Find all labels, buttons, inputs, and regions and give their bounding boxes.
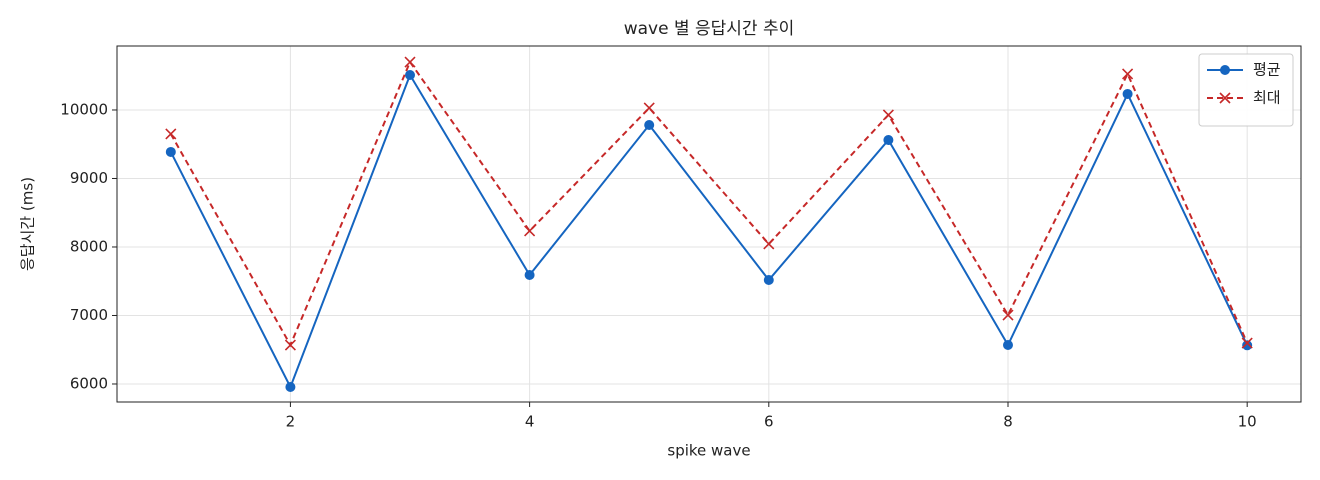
series-line	[169, 72, 1249, 390]
series-line	[169, 59, 1249, 348]
data-point	[165, 146, 176, 157]
x-tick-label: 6	[764, 413, 774, 431]
legend-marker	[1220, 65, 1230, 75]
x-tick-label: 8	[1003, 413, 1013, 431]
data-point	[405, 69, 416, 80]
x-tick-label: 10	[1238, 413, 1257, 431]
data-point	[644, 119, 655, 130]
data-point	[524, 225, 536, 237]
data-point	[404, 56, 416, 68]
data-point	[1242, 340, 1253, 351]
data-point	[1002, 309, 1014, 321]
y-tick-label: 9000	[70, 169, 108, 187]
legend-marker	[1219, 92, 1231, 104]
x-tick-label: 4	[525, 413, 535, 431]
data-point	[763, 274, 774, 285]
data-point	[165, 128, 177, 140]
y-tick-label: 10000	[60, 100, 108, 118]
y-tick-label: 8000	[70, 237, 108, 255]
data-point	[285, 381, 296, 392]
chart-title: wave 별 응답시간 추이	[624, 19, 795, 39]
legend-label: 최대	[1253, 89, 1281, 107]
data-point	[1002, 340, 1013, 351]
data-point	[524, 269, 535, 280]
x-tick-label: 2	[286, 413, 296, 431]
y-tick-label: 7000	[70, 306, 108, 324]
legend-label: 평균	[1253, 61, 1281, 79]
y-axis-label: 응답시간 (ms)	[19, 177, 37, 271]
plot-frame	[116, 45, 1302, 403]
data-point	[1122, 88, 1133, 99]
data-point	[643, 102, 655, 114]
data-point	[882, 109, 894, 121]
y-tick-label: 6000	[70, 374, 108, 392]
data-point	[1241, 337, 1253, 349]
data-point	[284, 339, 296, 351]
data-point	[763, 238, 775, 250]
data-point	[1122, 68, 1134, 80]
data-point	[883, 134, 894, 145]
x-axis-label: spike wave	[667, 442, 750, 460]
